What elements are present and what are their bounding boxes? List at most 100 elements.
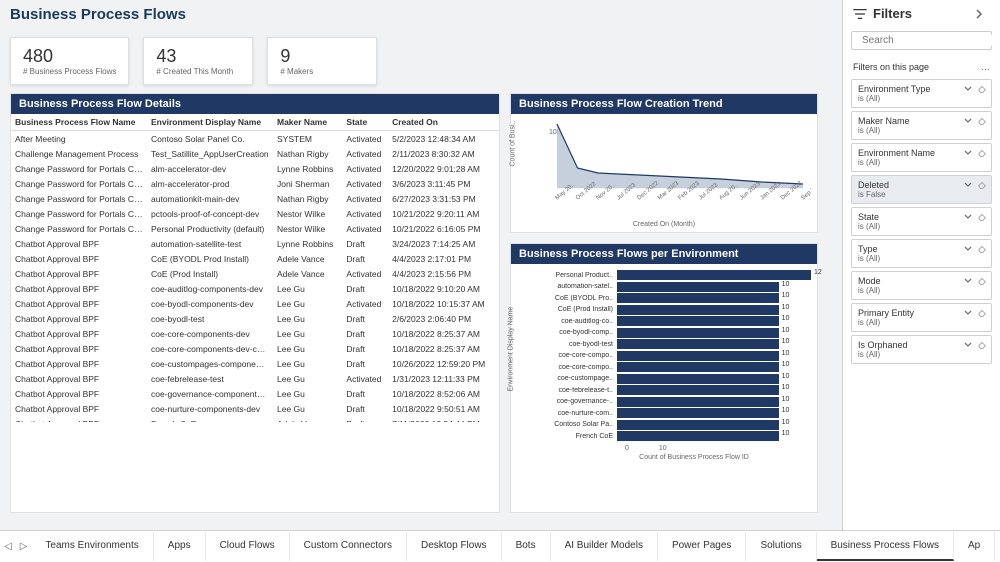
- table-cell: 10/18/2022 9:50:51 AM: [388, 401, 499, 416]
- bar-row: CoE (BYODL Pro..10: [535, 293, 811, 303]
- bar-chart-body: Environment Display Name Personal Produc…: [511, 264, 817, 512]
- column-header[interactable]: Maker Name: [273, 114, 342, 131]
- clear-filter-icon[interactable]: [977, 276, 987, 286]
- table-row[interactable]: Challenge Management ProcessTest_Satilli…: [11, 146, 499, 161]
- tab-ap[interactable]: Ap: [954, 532, 995, 561]
- chevron-right-icon[interactable]: [974, 9, 984, 19]
- bar-row: coe-nurture-com..10: [535, 408, 811, 418]
- column-header[interactable]: Business Process Flow Name: [11, 114, 147, 131]
- clear-filter-icon[interactable]: [977, 308, 987, 318]
- table-cell: Joni Sherman: [273, 176, 342, 191]
- table-cell: automation-satellite-test: [147, 236, 273, 251]
- clear-filter-icon[interactable]: [977, 148, 987, 158]
- table-row[interactable]: Chatbot Approval BPFCoE (BYODL Prod Inst…: [11, 251, 499, 266]
- table-row[interactable]: Chatbot Approval BPFcoe-byodl-testLee Gu…: [11, 311, 499, 326]
- clear-filter-icon[interactable]: [977, 180, 987, 190]
- tab-desktop-flows[interactable]: Desktop Flows: [407, 532, 502, 561]
- tab-nav-prev[interactable]: ◁: [0, 541, 16, 552]
- table-cell: 12/20/2022 9:01:28 AM: [388, 161, 499, 176]
- table-cell: 2/11/2023 8:30:32 AM: [388, 146, 499, 161]
- table-cell: Draft: [342, 341, 388, 356]
- tab-bots[interactable]: Bots: [502, 532, 551, 561]
- clear-filter-icon[interactable]: [977, 244, 987, 254]
- table-row[interactable]: Chatbot Approval BPFcoe-governance-compo…: [11, 386, 499, 401]
- clear-filter-icon[interactable]: [977, 116, 987, 126]
- tab-apps[interactable]: Apps: [154, 532, 206, 561]
- clear-filter-icon[interactable]: [977, 84, 987, 94]
- table-cell: Lynne Robbins: [273, 161, 342, 176]
- bar-row: coe-byodl-comp..10: [535, 328, 811, 338]
- table-cell: Draft: [342, 236, 388, 251]
- column-header[interactable]: Created On: [388, 114, 499, 131]
- table-row[interactable]: Chatbot Approval BPFcoe-nurture-componen…: [11, 401, 499, 416]
- table-row[interactable]: Chatbot Approval BPFcoe-custompages-comp…: [11, 356, 499, 371]
- filter-card-state[interactable]: Stateis (All): [851, 207, 992, 236]
- table-scroll[interactable]: Business Process Flow NameEnvironment Di…: [11, 114, 499, 422]
- clear-filter-icon[interactable]: [977, 212, 987, 222]
- filter-card-environment-name[interactable]: Environment Nameis (All): [851, 143, 992, 172]
- filter-card-is-orphaned[interactable]: Is Orphanedis (All): [851, 335, 992, 364]
- table-cell: Activated: [342, 206, 388, 221]
- bar-label: coe-nurture-com..: [535, 410, 617, 417]
- filter-search-input[interactable]: [862, 35, 994, 46]
- table-cell: 10/21/2022 6:16:05 PM: [388, 221, 499, 236]
- chevron-down-icon[interactable]: [963, 308, 973, 318]
- tab-custom-connectors[interactable]: Custom Connectors: [290, 532, 407, 561]
- table-row[interactable]: Change Password for Portals Contactpctoo…: [11, 206, 499, 221]
- tab-teams-environments[interactable]: Teams Environments: [31, 532, 153, 561]
- tab-business-process-flows[interactable]: Business Process Flows: [817, 532, 954, 561]
- table-cell: Chatbot Approval BPF: [11, 386, 147, 401]
- table-cell: alm-accelerator-prod: [147, 176, 273, 191]
- filter-card-maker-name[interactable]: Maker Nameis (All): [851, 111, 992, 140]
- chevron-down-icon[interactable]: [963, 340, 973, 350]
- chevron-down-icon[interactable]: [963, 244, 973, 254]
- table-cell: Draft: [342, 281, 388, 296]
- column-header[interactable]: Environment Display Name: [147, 114, 273, 131]
- table-row[interactable]: Chatbot Approval BPFFrench CoEAdele Vanc…: [11, 416, 499, 422]
- tab-ai-builder-models[interactable]: AI Builder Models: [551, 532, 658, 561]
- table-cell: Change Password for Portals Contact: [11, 161, 147, 176]
- tab-cloud-flows[interactable]: Cloud Flows: [206, 532, 290, 561]
- chevron-down-icon[interactable]: [963, 180, 973, 190]
- table-cell: Activated: [342, 161, 388, 176]
- tab-power-pages[interactable]: Power Pages: [658, 532, 746, 561]
- filter-value: is False: [858, 190, 985, 199]
- bar-label: automation-satel..: [535, 283, 617, 290]
- table-cell: alm-accelerator-dev: [147, 161, 273, 176]
- filter-card-primary-entity[interactable]: Primary Entityis (All): [851, 303, 992, 332]
- chevron-down-icon[interactable]: [963, 84, 973, 94]
- table-row[interactable]: Chatbot Approval BPFcoe-core-components-…: [11, 326, 499, 341]
- table-row[interactable]: Change Password for Portals Contactautom…: [11, 191, 499, 206]
- clear-filter-icon[interactable]: [977, 340, 987, 350]
- table-row[interactable]: Chatbot Approval BPFcoe-auditlog-compone…: [11, 281, 499, 296]
- tab-nav-next[interactable]: ▷: [16, 541, 32, 552]
- filter-card-deleted[interactable]: Deletedis False: [851, 175, 992, 204]
- chevron-down-icon[interactable]: [963, 116, 973, 126]
- filter-card-mode[interactable]: Modeis (All): [851, 271, 992, 300]
- table-row[interactable]: Chatbot Approval BPFautomation-satellite…: [11, 236, 499, 251]
- filter-card-environment-type[interactable]: Environment Typeis (All): [851, 79, 992, 108]
- table-cell: 10/18/2022 8:52:06 AM: [388, 386, 499, 401]
- table-row[interactable]: Change Password for Portals Contactalm-a…: [11, 176, 499, 191]
- bar-chart-header: Business Process Flows per Environment: [511, 244, 817, 264]
- table-row[interactable]: Change Password for Portals Contactalm-a…: [11, 161, 499, 176]
- chevron-down-icon[interactable]: [963, 212, 973, 222]
- table-row[interactable]: Change Password for Portals ContactPerso…: [11, 221, 499, 236]
- table-row[interactable]: Chatbot Approval BPFcoe-febrelease-testL…: [11, 371, 499, 386]
- chevron-down-icon[interactable]: [963, 276, 973, 286]
- table-row[interactable]: Chatbot Approval BPFCoE (Prod Install)Ad…: [11, 266, 499, 281]
- filter-card-type[interactable]: Typeis (All): [851, 239, 992, 268]
- table-cell: 10/18/2022 9:10:20 AM: [388, 281, 499, 296]
- bar-row: CoE (Prod Install)10: [535, 305, 811, 315]
- table-row[interactable]: Chatbot Approval BPFcoe-core-components-…: [11, 341, 499, 356]
- chevron-down-icon[interactable]: [963, 148, 973, 158]
- table-cell: Chatbot Approval BPF: [11, 356, 147, 371]
- table-row[interactable]: After MeetingContoso Solar Panel Co.SYST…: [11, 131, 499, 147]
- table-cell: Lee Gu: [273, 296, 342, 311]
- table-row[interactable]: Chatbot Approval BPFcoe-byodl-components…: [11, 296, 499, 311]
- more-icon[interactable]: …: [981, 62, 990, 72]
- table-cell: Nestor Wilke: [273, 206, 342, 221]
- column-header[interactable]: State: [342, 114, 388, 131]
- tab-solutions[interactable]: Solutions: [746, 532, 816, 561]
- filter-search-box[interactable]: [851, 31, 992, 50]
